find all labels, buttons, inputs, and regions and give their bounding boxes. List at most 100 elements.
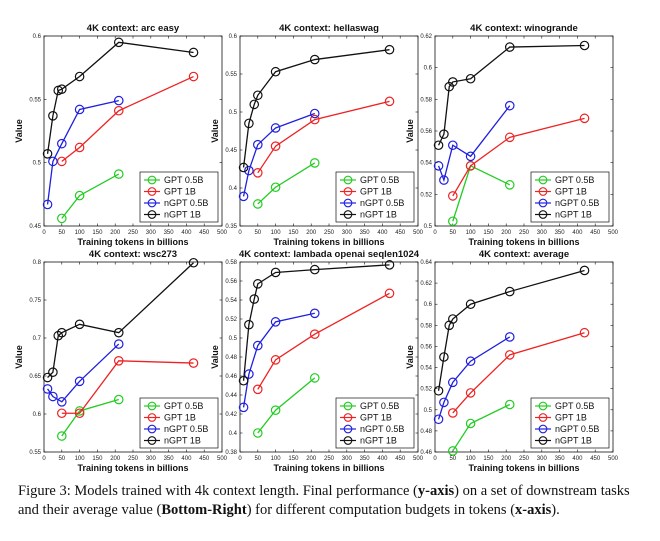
legend-swatch-marker [343,210,353,219]
legend-label-ngpt-1b: nGPT 1B [555,210,592,220]
series-ngpt-0-5b [238,108,320,202]
data-point [270,141,281,151]
x-tick-label: 50 [58,456,65,462]
chart-panel-3: 4K context: winogrande 0 50 100 150 200 250 300… [405,23,619,247]
data-point [113,394,124,405]
x-tick-label: 350 [555,230,566,236]
y-tick-label: 0.8 [33,260,42,266]
x-tick-label: 250 [324,456,335,462]
legend-swatch-marker [343,424,353,434]
data-point [579,40,590,51]
x-tick-label: 150 [483,230,494,236]
y-tick-label: 0.58 [225,260,237,266]
legend-swatch-marker [538,436,548,445]
legend-label-ngpt-0-5b: nGPT 0.5B [360,424,404,434]
legend-swatch-marker [147,210,157,219]
legend-swatch-marker [147,198,157,208]
data-point [504,332,515,342]
x-tick-label: 0 [433,230,437,236]
y-axis-label: Value [210,119,220,143]
x-tick-label: 450 [199,456,210,462]
y-tick-label: 0.4 [229,186,238,192]
y-tick-label: 0.5 [424,224,433,230]
series-ngpt-1b [42,257,199,383]
y-tick-label: 0.5 [229,110,238,116]
series-line [257,292,390,390]
data-point [74,142,85,153]
data-point [188,358,199,368]
x-tick-label: 400 [377,230,388,236]
data-point [579,265,590,276]
series-line [61,360,194,414]
data-point [579,327,590,338]
chart-title: 4K context: winogrande [470,23,578,34]
x-tick-label: 450 [395,230,406,236]
legend-swatch-marker [538,424,548,434]
y-tick-label: 0.55 [225,72,237,78]
y-tick-label: 0.54 [420,366,432,372]
x-tick-label: 50 [58,230,65,236]
figure-caption: Figure 3: Models trained with 4k context… [18,483,630,518]
y-tick-label: 0.44 [225,393,237,399]
data-point [384,288,395,299]
x-tick-label: 400 [572,230,583,236]
data-point [42,149,53,159]
series-line [242,312,315,408]
series-line [257,162,316,205]
chart-panel-2: 4K context: hellaswag 0 50 100 150 200 250 300 3… [210,23,424,247]
legend-label-gpt-1b: GPT 1B [164,187,196,197]
x-tick-label: 200 [306,230,317,236]
legend-swatch-marker [343,187,353,196]
data-point [384,44,395,55]
x-tick-label: 50 [254,230,261,236]
y-tick-label: 0.7 [33,336,42,342]
x-tick-label: 50 [254,456,261,462]
series-ngpt-0-5b [433,332,515,425]
x-axis-label: Training tokens in billions [77,463,188,473]
y-tick-label: 0.65 [29,374,41,380]
series-line [47,343,120,403]
legend-swatch-marker [538,175,548,185]
data-point [447,408,458,418]
y-tick-label: 0.56 [420,344,432,350]
x-tick-label: 300 [146,230,157,236]
data-point [56,431,67,441]
x-tick-label: 250 [128,230,139,236]
caption-bold-bottom-right: Bottom-Right [161,502,247,518]
data-point [270,267,281,278]
series-line [437,105,511,183]
y-tick-label: 0.48 [420,429,432,435]
chart-title: 4K context: wsc273 [89,249,177,260]
data-point [504,350,515,360]
x-tick-label: 450 [395,456,406,462]
x-tick-label: 50 [449,230,456,236]
data-point [252,139,263,150]
legend-label-ngpt-0-5b: nGPT 0.5B [360,198,404,208]
x-tick-label: 400 [181,456,192,462]
y-tick-label: 0.38 [225,450,237,456]
series-gpt-1b [252,288,395,395]
y-tick-label: 0.58 [420,323,432,329]
data-point [238,375,249,386]
x-tick-label: 500 [608,230,619,236]
data-point [433,161,444,171]
data-point [504,180,515,190]
legend-label-ngpt-0-5b: nGPT 0.5B [555,198,599,208]
caption-bold-x-axis: x-axis [515,502,552,518]
series-gpt-1b [447,113,590,201]
x-tick-label: 100 [75,456,86,462]
data-point [270,182,281,193]
series-gpt-0-5b [56,394,124,441]
y-tick-label: 0.55 [29,450,41,456]
chart-title: 4K context: average [479,249,569,260]
series-gpt-1b [56,355,199,419]
x-tick-label: 0 [238,456,242,462]
x-tick-label: 200 [501,230,512,236]
data-point [439,175,449,185]
legend-swatch-marker [538,198,548,208]
data-point [244,118,254,129]
data-point [249,99,260,110]
series-ngpt-1b [238,44,395,173]
